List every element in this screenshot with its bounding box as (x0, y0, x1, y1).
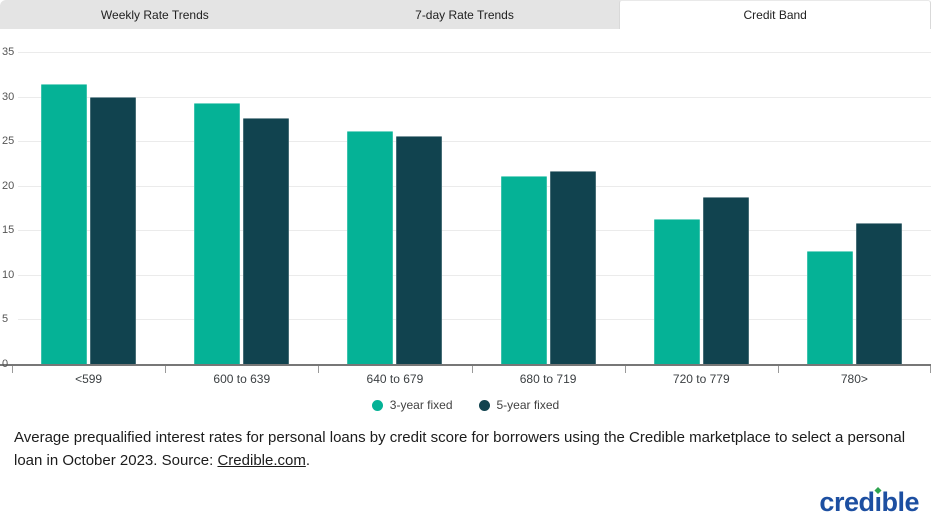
x-axis-category-label: <599 (75, 372, 103, 386)
tab-weekly-rate-trends[interactable]: Weekly Rate Trends (0, 0, 310, 29)
credible-logo: credı ble (819, 486, 919, 518)
x-axis-band: <599 600 to 639 640 to 679 680 to 719 720 to… (0, 366, 931, 391)
chart-legend: 3-year fixed 5-year fixed (0, 398, 931, 412)
chart-plot: 0 5 10 15 20 25 30 35 (0, 29, 931, 370)
bar-3-year-fixed-6[interactable] (806, 250, 853, 364)
x-axis-category-label: 780> (840, 372, 868, 386)
legend-item-3-year-fixed[interactable]: 3-year fixed (371, 398, 453, 412)
y-axis-tick-label-0: 0 (2, 358, 9, 370)
bar-5-year-fixed-6[interactable] (855, 223, 902, 364)
bar-3-year-fixed-3[interactable] (347, 131, 394, 364)
tab-credit-band[interactable]: Credit Band (619, 0, 931, 29)
y-axis-tick-label-10: 10 (2, 268, 15, 281)
logo-letter-i: ı (874, 486, 882, 517)
y-axis-tick-label-30: 30 (2, 90, 15, 103)
logo-text-suffix: ble (881, 487, 919, 517)
caption-text-end: . (305, 451, 311, 469)
tab-7-day-rate-trends-label: 7-day Rate Trends (415, 7, 514, 22)
x-axis-tick (12, 366, 13, 373)
tab-credit-band-label: Credit Band (743, 8, 807, 22)
legend-dot-5-year-fixed (478, 399, 490, 411)
legend-dot-3-year-fixed (371, 399, 383, 411)
x-axis-line (0, 364, 931, 366)
bar-3-year-fixed-1[interactable] (41, 84, 88, 364)
x-axis-category-label: 720 to 779 (672, 372, 730, 386)
tab-bar: Weekly Rate Trends 7-day Rate Trends Cre… (0, 0, 931, 29)
x-axis-tick (777, 366, 779, 373)
bar-3-year-fixed-4[interactable] (500, 175, 547, 364)
x-axis-tick (624, 366, 626, 373)
x-axis-category-label: 680 to 719 (519, 372, 577, 386)
y-axis-tick-label-25: 25 (2, 135, 15, 148)
gridline-y-5 (18, 319, 931, 321)
x-axis-tick (165, 366, 167, 373)
bar-5-year-fixed-5[interactable] (702, 197, 749, 364)
x-axis-tick (471, 366, 473, 373)
y-axis-tick-label-20: 20 (2, 179, 15, 192)
logo-text-prefix: cred (819, 487, 875, 517)
gridline-y-25 (18, 141, 931, 143)
gridline-y-20 (18, 185, 931, 187)
bar-5-year-fixed-1[interactable] (90, 96, 137, 364)
bar-3-year-fixed-2[interactable] (194, 102, 241, 364)
tab-weekly-rate-trends-label: Weekly Rate Trends (100, 7, 209, 22)
gridline-y-30 (18, 96, 931, 98)
bar-3-year-fixed-5[interactable] (653, 218, 700, 364)
legend-label-5-year-fixed: 5-year fixed (496, 398, 560, 412)
legend-item-5-year-fixed[interactable]: 5-year fixed (478, 398, 560, 412)
tab-7-day-rate-trends[interactable]: 7-day Rate Trends (310, 0, 620, 29)
bar-5-year-fixed-3[interactable] (396, 135, 443, 364)
y-axis-tick-label-15: 15 (2, 224, 15, 237)
x-axis-tick (318, 366, 320, 373)
gridline-y-35 (18, 52, 931, 53)
gridline-y-10 (18, 274, 931, 276)
y-axis-tick-label-35: 35 (2, 46, 15, 58)
bar-5-year-fixed-4[interactable] (549, 170, 596, 364)
chart-caption: Average prequalified interest rates for … (14, 427, 917, 472)
x-axis-category-label: 640 to 679 (366, 372, 424, 386)
gridline-y-15 (18, 230, 931, 232)
legend-label-3-year-fixed: 3-year fixed (389, 398, 453, 412)
x-axis-category-label: 600 to 639 (213, 372, 271, 386)
y-axis-tick-label-5: 5 (2, 313, 9, 326)
bar-5-year-fixed-2[interactable] (243, 118, 290, 364)
caption-text: Average prequalified interest rates for … (14, 429, 906, 469)
credible-source-link[interactable]: Credible.com (217, 451, 306, 469)
